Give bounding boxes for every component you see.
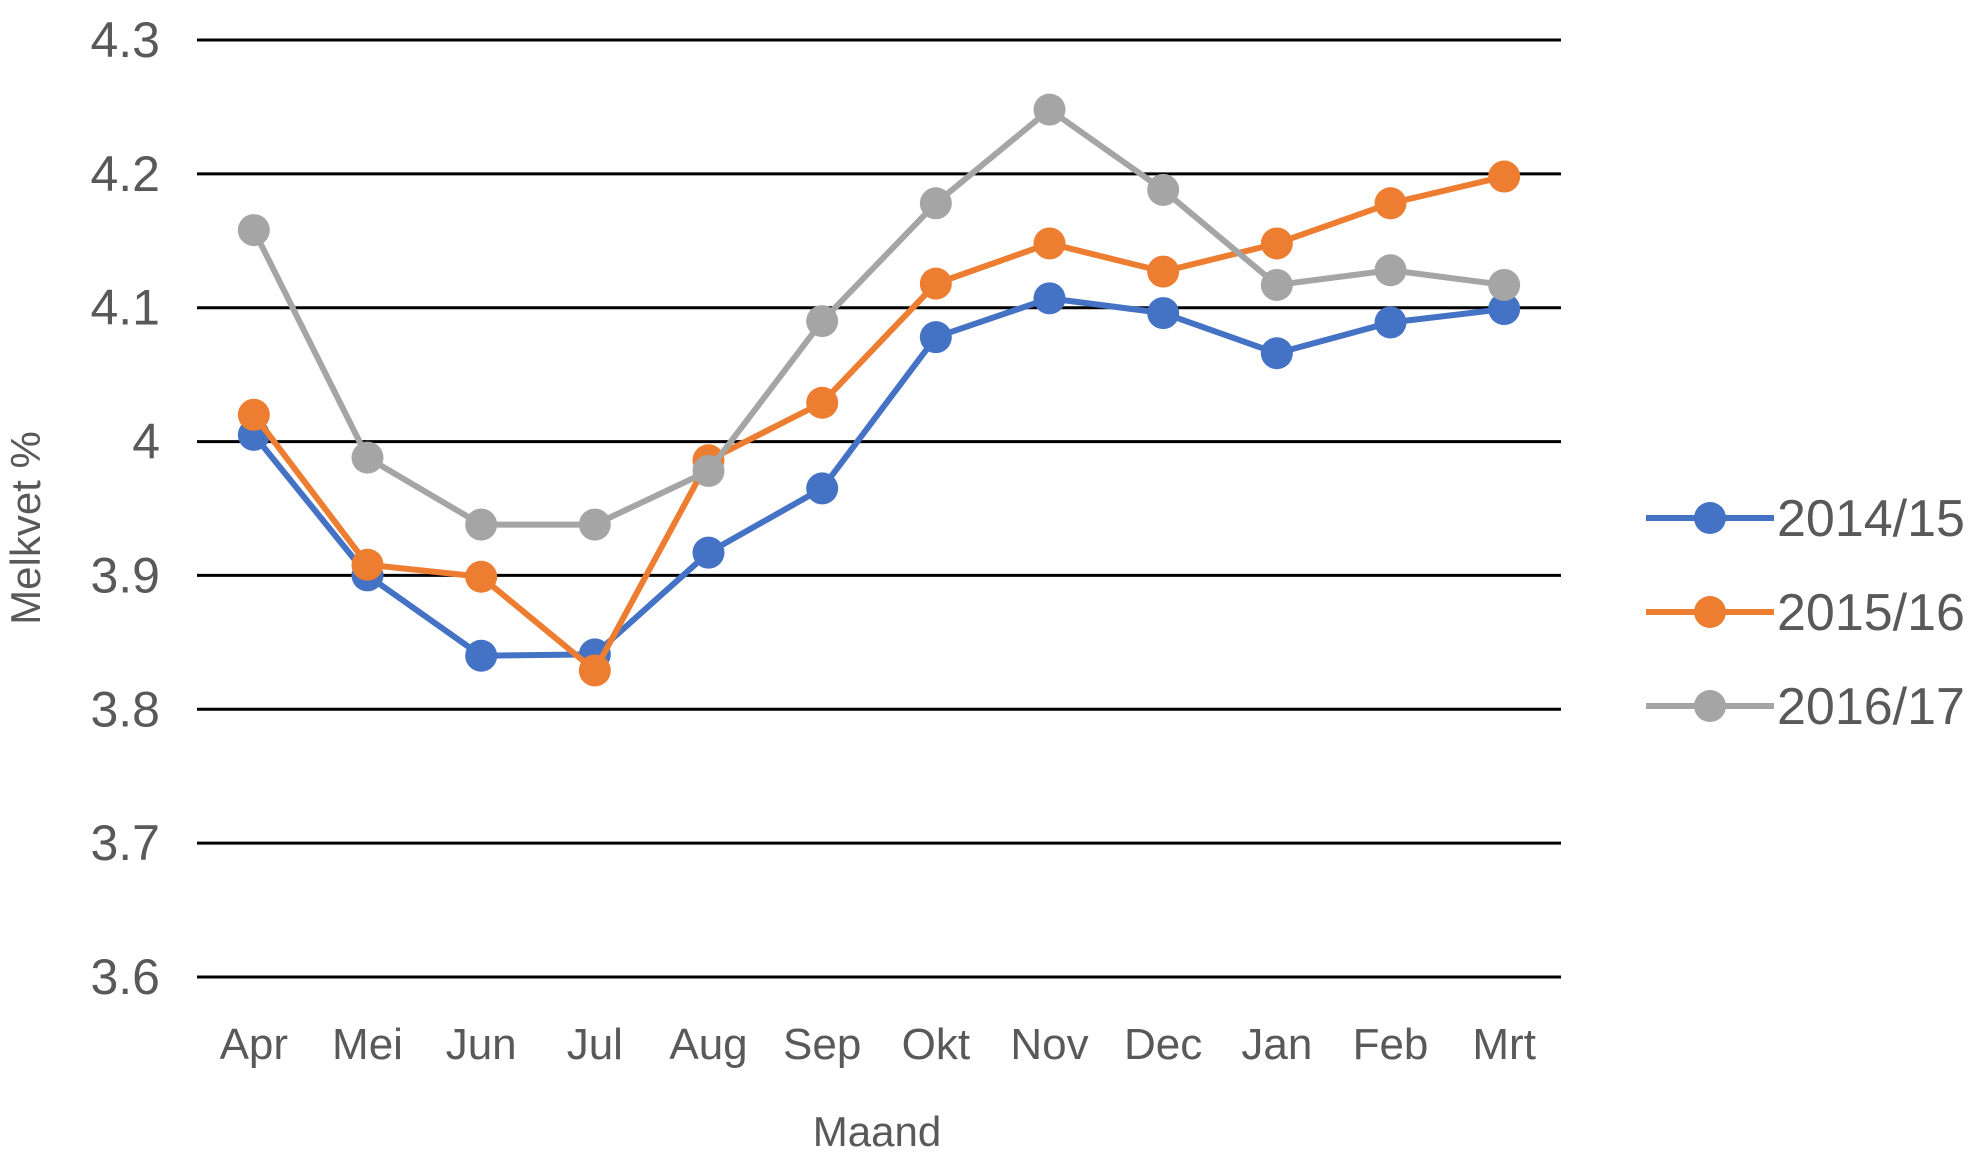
legend-marker: [1694, 502, 1726, 534]
data-point: [1033, 93, 1066, 126]
x-tick-label: Jun: [446, 1020, 517, 1069]
legend-item: 2014/15: [1646, 490, 1965, 548]
x-tick-label: Jan: [1241, 1020, 1312, 1069]
data-point: [465, 508, 498, 541]
data-point: [1033, 227, 1066, 260]
legend-marker: [1694, 690, 1726, 722]
series-line: [251, 295, 1505, 659]
data-point: [1147, 255, 1180, 288]
x-axis-label: Maand: [813, 1108, 941, 1155]
data-point: [351, 548, 384, 581]
x-tick-label: Apr: [220, 1020, 288, 1069]
data-point: [1260, 227, 1293, 260]
y-tick-label: 3.6: [90, 949, 160, 1005]
data-point: [919, 267, 952, 300]
x-tick-label: Dec: [1124, 1020, 1202, 1069]
x-axis-ticks: Apr Mei Jun Jul Aug Sep Okt Nov Dec Jan Feb Mrt: [220, 1020, 1536, 1069]
data-point: [237, 398, 270, 431]
y-axis-ticks: 3.6 3.7 3.8 3.9 4 4.1 4.2 4.3: [90, 12, 160, 1005]
data-point: [1374, 187, 1407, 220]
legend-item: 2015/16: [1646, 584, 1965, 642]
gridlines: [197, 38, 1561, 979]
legend-label: 2015/16: [1777, 584, 1965, 642]
legend-marker: [1694, 596, 1726, 628]
y-tick-label: 3.7: [90, 815, 160, 871]
data-point: [806, 386, 839, 419]
data-point: [806, 305, 839, 338]
data-point: [1488, 160, 1521, 193]
data-point: [919, 321, 952, 354]
data-point: [1374, 254, 1407, 287]
y-tick-label: 4: [132, 414, 160, 470]
data-point: [1033, 282, 1066, 315]
y-tick-label: 3.8: [90, 681, 160, 737]
y-tick-label: 4.3: [90, 12, 160, 68]
data-point: [692, 536, 725, 569]
data-point: [1260, 268, 1293, 301]
x-tick-label: Mrt: [1472, 1020, 1536, 1069]
x-tick-label: Jul: [567, 1020, 623, 1069]
legend-item: 2016/17: [1646, 678, 1965, 736]
data-point: [1374, 306, 1407, 339]
data-point: [919, 187, 952, 220]
y-tick-label: 4.2: [90, 146, 160, 202]
data-point: [1488, 293, 1521, 326]
series-line: [251, 173, 1505, 674]
x-tick-label: Nov: [1010, 1020, 1088, 1069]
series-2015-16: [237, 160, 1521, 687]
y-axis-label: Melkvet %: [2, 431, 49, 625]
legend: 2014/15 2015/16 2016/17: [1646, 490, 1965, 736]
data-point: [1147, 297, 1180, 330]
x-tick-label: Feb: [1353, 1020, 1429, 1069]
data-point: [692, 455, 725, 488]
data-point: [578, 654, 611, 687]
series-line: [251, 106, 1505, 528]
data-point: [351, 441, 384, 474]
data-point: [465, 560, 498, 593]
data-point: [1147, 173, 1180, 206]
data-point: [237, 214, 270, 247]
series-lines: [237, 93, 1521, 687]
y-tick-label: 3.9: [90, 547, 160, 603]
x-tick-label: Aug: [669, 1020, 747, 1069]
y-tick-label: 4.1: [90, 280, 160, 336]
x-tick-label: Sep: [783, 1020, 861, 1069]
x-tick-label: Okt: [902, 1020, 970, 1069]
legend-label: 2014/15: [1777, 490, 1965, 548]
series-2016-17: [237, 93, 1521, 541]
data-point: [1260, 337, 1293, 370]
legend-label: 2016/17: [1777, 678, 1965, 736]
data-point: [578, 508, 611, 541]
x-tick-label: Mei: [332, 1020, 403, 1069]
data-point: [806, 472, 839, 505]
data-point: [1488, 268, 1521, 301]
data-point: [465, 639, 498, 672]
